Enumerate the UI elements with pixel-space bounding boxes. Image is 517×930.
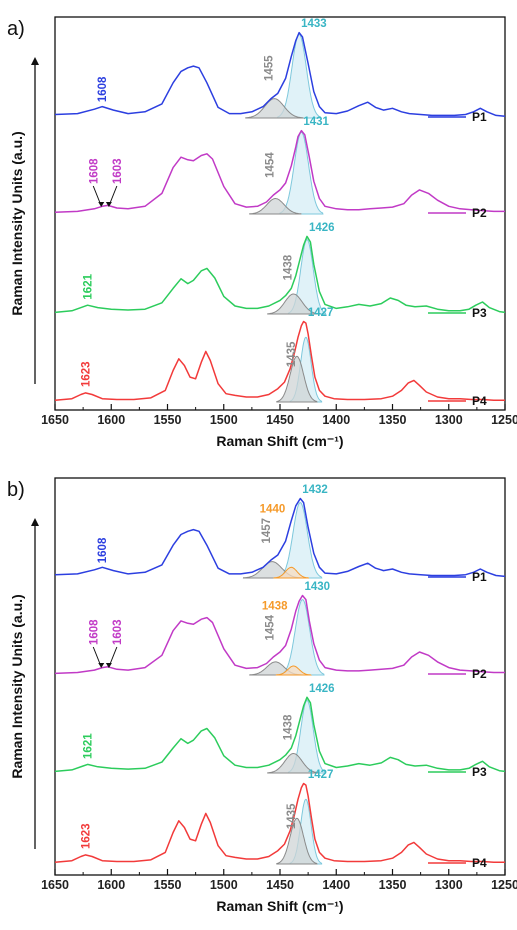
series-line-p2	[54, 594, 505, 675]
peak-label-1457: 1457	[261, 518, 273, 544]
series-line-p1	[54, 497, 506, 578]
legend-label-p4: P4	[472, 394, 487, 408]
legend-label-p2: P2	[472, 667, 487, 681]
fit-component-p1-1440	[273, 566, 310, 579]
peak-label-1623: 1623	[80, 823, 92, 849]
x-tick-label: 1450	[266, 878, 294, 892]
panel-label: a)	[7, 18, 25, 40]
fit-component-p1-1433	[277, 33, 322, 119]
series-line-p4	[54, 320, 505, 402]
x-tick-label: 1650	[41, 413, 69, 427]
peak-label-1603: 1603	[112, 158, 124, 184]
y-axis-arrow-head	[31, 518, 39, 526]
x-axis-title: Raman Shift (cm⁻¹)	[216, 433, 343, 449]
y-axis-title: Raman Intensity Units (a.u.)	[9, 131, 25, 315]
peak-label-1438: 1438	[283, 714, 295, 740]
peak-label-1438: 1438	[283, 254, 295, 280]
series-line-p2	[54, 129, 505, 214]
x-tick-label: 1650	[41, 878, 69, 892]
peak-label-1454: 1454	[265, 152, 277, 178]
x-tick-label: 1500	[210, 413, 238, 427]
x-tick-label: 1250	[491, 413, 517, 427]
x-tick-label: 1300	[435, 878, 463, 892]
peak-label-1603: 1603	[112, 619, 124, 645]
peak-label-1621: 1621	[83, 273, 95, 299]
peak-label-1608: 1608	[97, 76, 109, 102]
fit-component-p2-1438	[275, 665, 312, 676]
series-line-p4	[54, 782, 505, 864]
peak-label-1438: 1438	[262, 600, 288, 612]
peak-label-1432: 1432	[302, 484, 328, 496]
x-tick-label: 1450	[266, 413, 294, 427]
peak-label-1435: 1435	[286, 803, 298, 829]
fit-component-p4-1435	[276, 817, 318, 865]
legend-label-p3: P3	[472, 306, 487, 320]
fit-component-p2-1430	[280, 599, 325, 676]
fit-component-p4-1435	[276, 355, 318, 403]
fit-component-p2-1431	[279, 131, 324, 215]
x-tick-label: 1550	[154, 878, 182, 892]
legend-label-p1: P1	[472, 570, 487, 584]
peak-label-1608: 1608	[88, 619, 100, 645]
plot-frame	[54, 477, 506, 876]
y-axis-arrow-head	[31, 57, 39, 65]
x-tick-label: 1250	[491, 878, 517, 892]
legend-label-p2: P2	[472, 206, 487, 220]
series-line-p3	[54, 235, 506, 314]
fit-component-p1-1455	[245, 98, 305, 119]
x-tick-label: 1400	[322, 878, 350, 892]
peak-label-1454: 1454	[265, 614, 277, 640]
peak-label-1427: 1427	[308, 769, 334, 781]
chart-panel-a: a) Raman Intensity Units (a.u.) 1650 1600 15…	[7, 16, 517, 449]
peak-label-1427: 1427	[308, 307, 334, 319]
peak-label-1430: 1430	[305, 581, 331, 593]
x-tick-label: 1300	[435, 413, 463, 427]
series-line-p3	[54, 696, 506, 773]
peak-label-1623: 1623	[80, 361, 92, 387]
x-tick-label: 1350	[379, 413, 407, 427]
x-tick-label: 1600	[97, 878, 125, 892]
y-axis-title: Raman Intensity Units (a.u.)	[9, 594, 25, 778]
x-tick-label: 1500	[210, 878, 238, 892]
peak-label-1431: 1431	[303, 116, 329, 128]
fit-component-p2-1454	[249, 198, 302, 215]
x-axis-title: Raman Shift (cm⁻¹)	[216, 898, 343, 914]
x-tick-label: 1550	[154, 413, 182, 427]
annotation-arrowhead	[98, 663, 105, 668]
peak-label-1621: 1621	[83, 733, 95, 759]
annotation-arrowhead	[105, 202, 112, 207]
x-tick-label: 1600	[97, 413, 125, 427]
x-tick-label: 1400	[322, 413, 350, 427]
fit-component-p3-1438	[267, 753, 320, 774]
legend-label-p3: P3	[472, 765, 487, 779]
series-line-p1	[54, 31, 506, 117]
peak-label-1435: 1435	[286, 341, 298, 367]
fit-component-p3-1438	[267, 293, 321, 315]
fit-component-p1-1432	[278, 502, 323, 579]
annotation-arrowhead	[105, 663, 112, 668]
x-tick-label: 1350	[379, 878, 407, 892]
chart-panel-b: b) Raman Intensity Units (a.u.) 1650 1600 15…	[7, 477, 517, 914]
peak-label-1426: 1426	[309, 222, 335, 234]
peak-label-1608: 1608	[97, 537, 109, 563]
peak-label-1608: 1608	[88, 158, 100, 184]
panel-label: b)	[7, 479, 25, 501]
peak-label-1455: 1455	[263, 55, 275, 81]
annotation-arrowhead	[98, 202, 105, 207]
peak-label-1440: 1440	[260, 503, 286, 515]
legend-label-p1: P1	[472, 110, 487, 124]
peak-label-1433: 1433	[301, 18, 327, 30]
legend-label-p4: P4	[472, 856, 487, 870]
peak-label-1426: 1426	[309, 683, 335, 695]
